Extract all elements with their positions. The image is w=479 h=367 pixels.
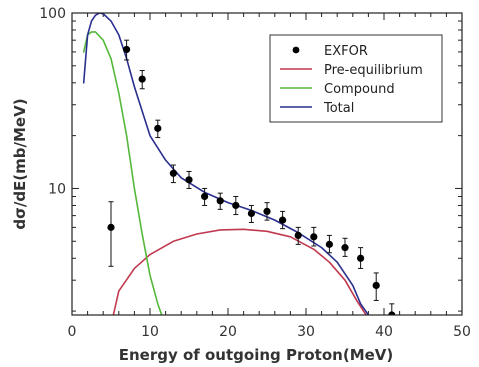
tick-marks: [71, 12, 463, 315]
legend-label: Compound: [324, 82, 395, 97]
data-marker: [357, 254, 365, 262]
data-marker: [154, 124, 162, 132]
exfor-point: [201, 187, 209, 206]
data-marker: [279, 216, 287, 224]
exfor-point: [247, 204, 255, 223]
exfor-point: [123, 39, 131, 61]
exfor-point: [341, 237, 349, 257]
legend-item: EXFOR: [292, 44, 368, 59]
exfor-point: [185, 170, 193, 189]
legend-label: Total: [323, 101, 354, 116]
exfor-point: [154, 119, 162, 139]
exfor-point: [310, 226, 318, 247]
legend-item: Total: [280, 101, 354, 116]
exfor-point: [107, 201, 115, 267]
x-tick-label: 10: [141, 324, 159, 340]
legend-item: Compound: [280, 82, 395, 97]
exfor-point: [388, 303, 396, 315]
curves: [82, 13, 370, 315]
data-marker: [388, 311, 396, 315]
series-line-pre-equilibrium: [112, 228, 367, 315]
data-marker: [185, 176, 193, 184]
data-marker: [232, 201, 240, 210]
x-tick-label: 30: [297, 324, 315, 340]
data-marker: [216, 197, 224, 205]
exfor-point: [263, 202, 271, 221]
data-marker: [310, 233, 318, 241]
exfor-point: [279, 210, 287, 230]
x-tick-label: 0: [68, 324, 77, 340]
data-marker: [123, 45, 131, 54]
legend-label: Pre-equilibrium: [324, 63, 423, 78]
legend-item: Pre-equilibrium: [280, 63, 423, 78]
exfor-point: [372, 272, 380, 301]
data-marker: [372, 281, 380, 290]
data-points: [107, 39, 396, 315]
y-tick-label: 100: [39, 6, 66, 22]
legend: EXFOR Pre-equilibrium Compound Total: [269, 34, 443, 123]
x-tick-label: 40: [375, 324, 393, 340]
legend-marker: [292, 46, 300, 54]
data-marker: [341, 244, 349, 252]
exfor-point: [325, 234, 333, 254]
exfor-point: [169, 164, 177, 184]
data-marker: [169, 169, 177, 177]
data-marker: [138, 75, 146, 83]
data-marker: [247, 209, 255, 218]
plot-frame: [71, 12, 463, 316]
series-line-compound: [82, 31, 163, 315]
y-tick-label: 10: [48, 181, 66, 197]
data-marker: [263, 207, 271, 215]
data-marker: [325, 240, 333, 248]
x-axis-title: Energy of outgoing Proton(MeV): [119, 346, 394, 364]
data-marker: [107, 223, 115, 231]
legend-label: EXFOR: [324, 44, 368, 59]
y-axis-title: dσ/dE(mb/MeV): [11, 98, 29, 229]
series-line-total: [82, 13, 370, 315]
exfor-point: [138, 70, 146, 90]
exfor-point: [216, 192, 224, 210]
data-marker: [201, 192, 209, 201]
data-marker: [294, 231, 302, 240]
exfor-point: [294, 226, 302, 245]
x-tick-label: 20: [219, 324, 237, 340]
y-tick-labels: 10 100: [39, 6, 66, 197]
exfor-point: [357, 247, 365, 269]
x-tick-label: 50: [453, 324, 471, 340]
exfor-point: [232, 195, 240, 216]
x-tick-labels: 0 10 20 30 40 50: [68, 324, 471, 340]
